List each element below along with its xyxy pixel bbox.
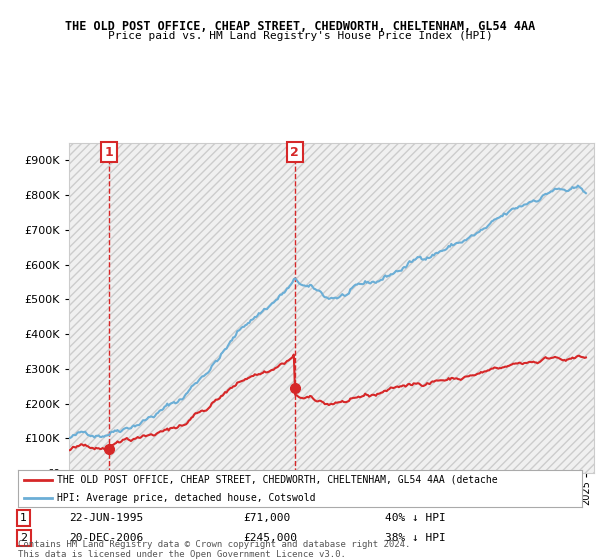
Text: 2: 2 [20, 533, 27, 543]
Text: HPI: Average price, detached house, Cotswold: HPI: Average price, detached house, Cots… [58, 493, 316, 503]
Text: 1: 1 [104, 146, 113, 158]
Text: THE OLD POST OFFICE, CHEAP STREET, CHEDWORTH, CHELTENHAM, GL54 4AA (detache: THE OLD POST OFFICE, CHEAP STREET, CHEDW… [58, 474, 498, 484]
Text: Contains HM Land Registry data © Crown copyright and database right 2024.
This d: Contains HM Land Registry data © Crown c… [18, 540, 410, 559]
Text: 20-DEC-2006: 20-DEC-2006 [69, 533, 143, 543]
Text: 40% ↓ HPI: 40% ↓ HPI [385, 513, 445, 523]
Text: 1: 1 [20, 513, 27, 523]
Text: £71,000: £71,000 [244, 513, 291, 523]
Text: 2: 2 [290, 146, 299, 158]
Text: 22-JUN-1995: 22-JUN-1995 [69, 513, 143, 523]
Text: £245,000: £245,000 [244, 533, 298, 543]
Text: Price paid vs. HM Land Registry's House Price Index (HPI): Price paid vs. HM Land Registry's House … [107, 31, 493, 41]
Text: THE OLD POST OFFICE, CHEAP STREET, CHEDWORTH, CHELTENHAM, GL54 4AA: THE OLD POST OFFICE, CHEAP STREET, CHEDW… [65, 20, 535, 32]
Text: 38% ↓ HPI: 38% ↓ HPI [385, 533, 445, 543]
